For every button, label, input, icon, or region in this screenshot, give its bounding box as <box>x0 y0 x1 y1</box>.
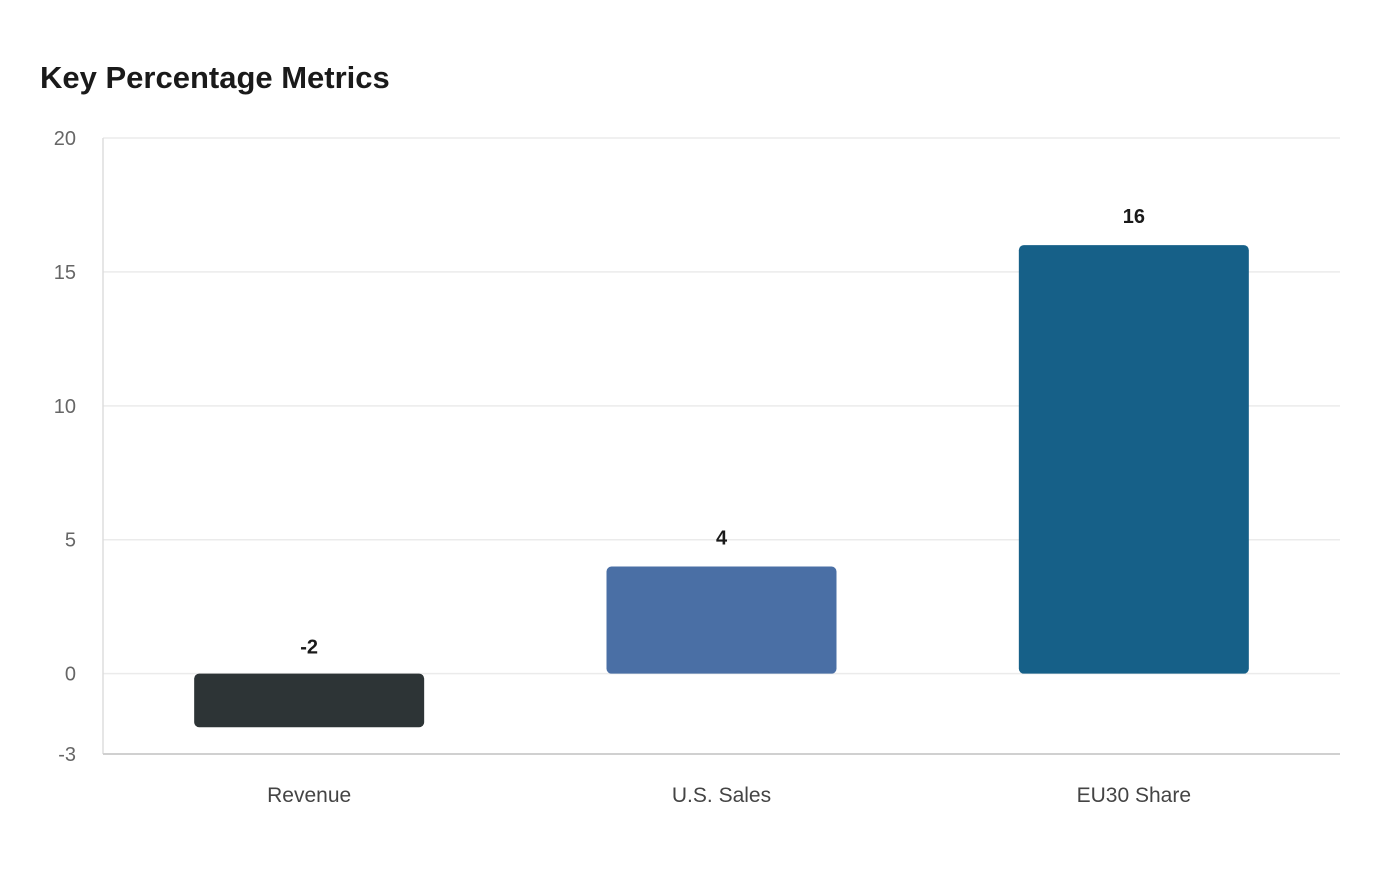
y-tick-label: 5 <box>65 530 76 552</box>
chart-title: Key Percentage Metrics <box>40 60 390 95</box>
x-tick-label: U.S. Sales <box>672 784 771 807</box>
data-label: 16 <box>1123 206 1145 228</box>
y-tick-label: -3 <box>58 744 76 766</box>
bar-eu30-share <box>1018 245 1249 674</box>
y-tick-label: 0 <box>65 664 76 686</box>
bar-u-s-sales <box>606 566 837 674</box>
data-label: 4 <box>716 528 728 550</box>
x-tick-label: Revenue <box>267 784 351 807</box>
data-label: -2 <box>300 637 318 659</box>
y-tick-label: 15 <box>54 262 76 284</box>
y-tick-label: 10 <box>54 396 76 418</box>
bar-revenue <box>194 673 425 728</box>
y-tick-label: 20 <box>54 128 76 150</box>
x-tick-label: EU30 Share <box>1077 784 1191 807</box>
